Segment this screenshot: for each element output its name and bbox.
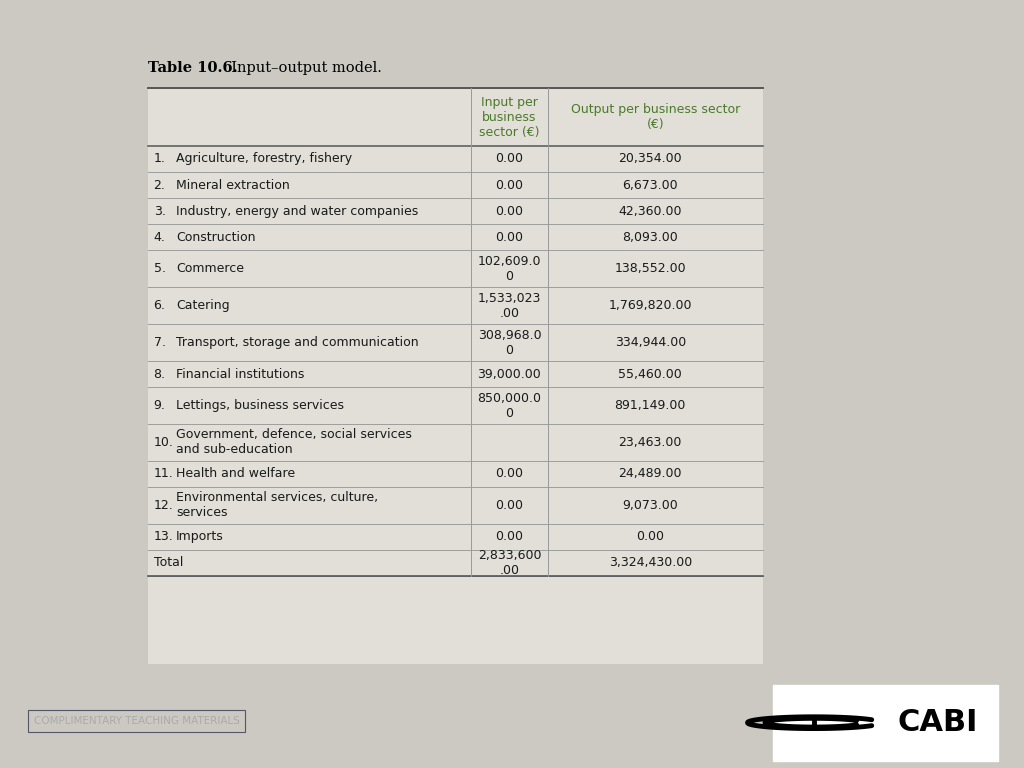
Text: 24,489.00: 24,489.00 xyxy=(618,468,682,480)
Text: Table 10.6.: Table 10.6. xyxy=(148,61,239,75)
Text: 13.: 13. xyxy=(154,531,173,543)
Text: 0.00: 0.00 xyxy=(496,468,523,480)
Text: 891,149.00: 891,149.00 xyxy=(614,399,686,412)
Text: Government, defence, social services
and sub-education: Government, defence, social services and… xyxy=(176,429,412,456)
Text: Lettings, business services: Lettings, business services xyxy=(176,399,344,412)
Text: Financial institutions: Financial institutions xyxy=(176,368,304,380)
Text: 11.: 11. xyxy=(154,468,173,480)
Text: 5.: 5. xyxy=(154,263,166,275)
Text: Mineral extraction: Mineral extraction xyxy=(176,179,290,191)
Text: Agriculture, forestry, fishery: Agriculture, forestry, fishery xyxy=(176,153,352,165)
Text: 7.: 7. xyxy=(154,336,166,349)
Text: 55,460.00: 55,460.00 xyxy=(618,368,682,380)
Text: 6,673.00: 6,673.00 xyxy=(623,179,678,191)
Text: 0.00: 0.00 xyxy=(496,231,523,243)
Text: Input per
business
sector (€): Input per business sector (€) xyxy=(479,96,540,138)
Text: 8,093.00: 8,093.00 xyxy=(623,231,678,243)
Circle shape xyxy=(820,717,845,718)
Text: Health and welfare: Health and welfare xyxy=(176,468,295,480)
Bar xyxy=(148,88,763,664)
Text: 23,463.00: 23,463.00 xyxy=(618,436,682,449)
Text: Transport, storage and communication: Transport, storage and communication xyxy=(176,336,419,349)
Text: 3,324,430.00: 3,324,430.00 xyxy=(608,557,692,569)
Text: 0.00: 0.00 xyxy=(496,153,523,165)
Text: 3.: 3. xyxy=(154,205,166,217)
Text: 850,000.0
0: 850,000.0 0 xyxy=(477,392,542,419)
Text: 0.00: 0.00 xyxy=(496,205,523,217)
Text: 9.: 9. xyxy=(154,399,166,412)
Text: 1.: 1. xyxy=(154,153,166,165)
Text: 0.00: 0.00 xyxy=(496,179,523,191)
Text: Input–output model.: Input–output model. xyxy=(222,61,382,75)
Text: 0.00: 0.00 xyxy=(496,499,523,511)
Text: Industry, energy and water companies: Industry, energy and water companies xyxy=(176,205,419,217)
Text: 0.00: 0.00 xyxy=(496,531,523,543)
Text: COMPLIMENTARY TEACHING MATERIALS: COMPLIMENTARY TEACHING MATERIALS xyxy=(34,716,240,726)
Text: 4.: 4. xyxy=(154,231,166,243)
Text: 1,769,820.00: 1,769,820.00 xyxy=(608,300,692,312)
Text: 39,000.00: 39,000.00 xyxy=(477,368,542,380)
Text: 1,533,023
.00: 1,533,023 .00 xyxy=(478,292,541,319)
Text: 6.: 6. xyxy=(154,300,166,312)
Text: 0.00: 0.00 xyxy=(636,531,665,543)
Text: 308,968.0
0: 308,968.0 0 xyxy=(477,329,542,356)
Text: 2,833,600
.00: 2,833,600 .00 xyxy=(477,549,542,577)
Text: CABI: CABI xyxy=(897,708,978,737)
Text: Output per business sector
(€): Output per business sector (€) xyxy=(570,103,740,131)
FancyBboxPatch shape xyxy=(773,684,998,761)
Text: 42,360.00: 42,360.00 xyxy=(618,205,682,217)
Text: 8.: 8. xyxy=(154,368,166,380)
Text: Environmental services, culture,
services: Environmental services, culture, service… xyxy=(176,492,378,519)
Text: 12.: 12. xyxy=(154,499,173,511)
Text: 20,354.00: 20,354.00 xyxy=(618,153,682,165)
Text: Total: Total xyxy=(154,557,183,569)
Text: 10.: 10. xyxy=(154,436,173,449)
Text: 138,552.00: 138,552.00 xyxy=(614,263,686,275)
Text: Commerce: Commerce xyxy=(176,263,244,275)
Text: 2.: 2. xyxy=(154,179,166,191)
Text: Construction: Construction xyxy=(176,231,256,243)
Text: 9,073.00: 9,073.00 xyxy=(623,499,678,511)
Text: Imports: Imports xyxy=(176,531,224,543)
Text: 334,944.00: 334,944.00 xyxy=(614,336,686,349)
Text: 102,609.0
0: 102,609.0 0 xyxy=(477,255,542,283)
Text: Catering: Catering xyxy=(176,300,229,312)
